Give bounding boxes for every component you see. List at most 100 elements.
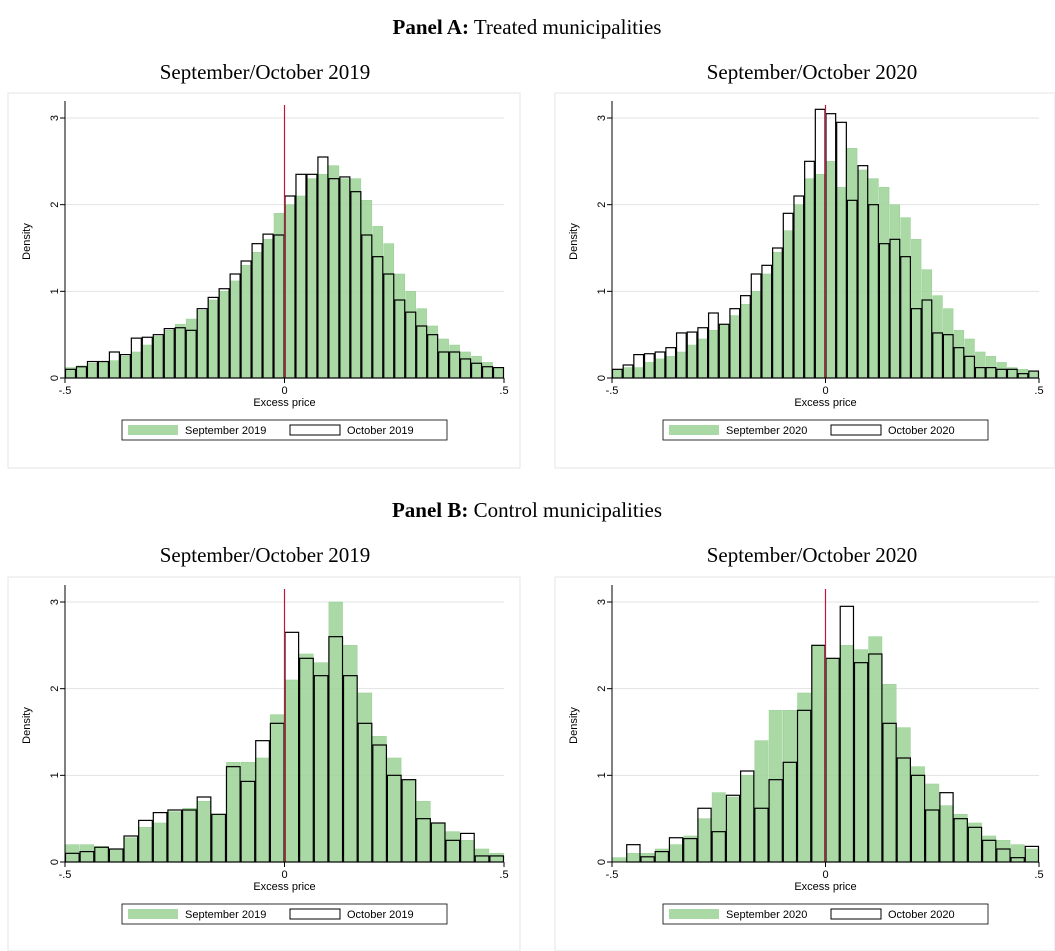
- histogram-bar: [229, 280, 241, 379]
- histogram-bar: [328, 165, 340, 379]
- histogram-bar: [868, 636, 883, 863]
- legend-box: [662, 903, 989, 925]
- histogram-bar: [964, 338, 975, 379]
- histogram-bar: [482, 362, 493, 379]
- histogram-bar: [211, 814, 226, 863]
- y-tick-label: 1: [596, 288, 608, 294]
- histogram-bar: [612, 369, 623, 379]
- histogram-bar: [896, 727, 911, 863]
- panel-heading: Panel B: Control municipalities: [392, 498, 662, 522]
- histogram-bar: [633, 367, 644, 379]
- legend-swatch: [669, 909, 719, 919]
- histogram-bar: [394, 273, 406, 379]
- histogram-bar: [1010, 844, 1025, 863]
- histogram-bar: [825, 658, 840, 863]
- chart-title: September/October 2019: [160, 543, 371, 567]
- histogram-bar: [313, 662, 329, 863]
- histogram-bar: [284, 679, 299, 863]
- histogram-bar: [975, 351, 986, 379]
- histogram-bar: [182, 807, 197, 863]
- y-tick-label: 2: [596, 686, 608, 692]
- histogram-bar: [729, 315, 740, 379]
- chart-title: September/October 2020: [707, 543, 918, 567]
- chart-frame: [7, 92, 521, 469]
- y-tick-label: 3: [596, 115, 608, 121]
- legend-box: [121, 903, 448, 925]
- histogram-bar: [339, 178, 351, 379]
- legend-label: September 2020: [726, 909, 807, 921]
- x-axis-label: Excess price: [253, 397, 315, 409]
- y-axis-label: Density: [21, 223, 33, 260]
- y-axis-label: Density: [568, 707, 580, 744]
- legend-swatch: [289, 424, 341, 436]
- histogram-bar: [438, 338, 449, 379]
- histogram-bar: [836, 187, 847, 379]
- histogram-bar: [911, 766, 925, 863]
- histogram-bar: [726, 796, 740, 863]
- histogram-bar: [262, 239, 274, 379]
- histogram-bar: [460, 840, 475, 863]
- legend-label: September 2019: [185, 425, 266, 437]
- histogram-bar: [328, 601, 343, 863]
- chart: September/October 2019 0 1 2 3 -.5 0 .5 Excess p…: [7, 60, 521, 469]
- chart-title: September/October 2019: [160, 60, 371, 84]
- histogram-bar: [401, 779, 416, 863]
- legend-swatch: [830, 424, 882, 436]
- y-tick-label: 1: [49, 288, 61, 294]
- histogram-bar: [270, 714, 285, 863]
- legend-label: October 2019: [347, 425, 414, 437]
- x-tick-label: .5: [499, 385, 508, 397]
- histogram-bar: [98, 361, 109, 379]
- y-tick-label: 1: [596, 772, 608, 778]
- legend-label: September 2019: [185, 909, 266, 921]
- legend-box: [121, 419, 448, 441]
- histogram-bar: [782, 230, 794, 379]
- histogram-bar: [273, 213, 285, 379]
- histogram-bar: [87, 362, 98, 379]
- legend-label: September 2020: [726, 425, 807, 437]
- histogram-bar: [943, 308, 954, 379]
- histogram-bar: [383, 243, 395, 379]
- histogram-bar: [953, 330, 965, 379]
- histogram-bar: [953, 814, 968, 863]
- y-tick-label: 0: [596, 859, 608, 865]
- histogram-bar: [740, 775, 755, 863]
- histogram-bar: [153, 822, 168, 863]
- histogram-bar: [416, 801, 431, 863]
- histogram-bar: [416, 308, 427, 379]
- histogram-bar: [372, 226, 384, 379]
- histogram-bar: [489, 853, 504, 863]
- histogram-bar: [207, 299, 219, 379]
- histogram-bar: [879, 187, 890, 379]
- legend-label: October 2019: [347, 909, 414, 921]
- histogram-bar: [357, 692, 373, 863]
- histogram-bar: [847, 148, 858, 379]
- histogram-bar: [299, 653, 314, 863]
- histogram-bar: [361, 200, 373, 379]
- y-tick-label: 3: [596, 599, 608, 605]
- histogram-bar: [718, 323, 730, 379]
- histogram-bar: [427, 325, 438, 379]
- histogram-bar: [825, 161, 836, 379]
- histogram-bar: [240, 265, 252, 379]
- histogram-bar: [255, 757, 270, 863]
- histogram-bar: [854, 649, 868, 863]
- legend-swatch: [289, 908, 341, 920]
- x-tick-label: 0: [281, 385, 287, 397]
- histogram-bar: [431, 822, 446, 863]
- legend-swatch: [830, 908, 882, 920]
- histogram-bar: [405, 291, 417, 379]
- histogram-bar: [686, 344, 698, 379]
- panel-heading: Panel A: Treated municipalities: [393, 15, 662, 39]
- legend-swatch: [128, 425, 178, 435]
- legend-swatch: [128, 909, 178, 919]
- histogram-bar: [372, 736, 387, 863]
- histogram-bar: [740, 304, 751, 379]
- histogram-bar: [711, 792, 726, 863]
- histogram-bar: [797, 692, 812, 863]
- histogram-bar: [932, 295, 943, 379]
- histogram-bar: [793, 204, 804, 379]
- x-tick-label: .5: [1034, 869, 1043, 881]
- histogram-bar: [882, 684, 897, 863]
- histogram-bar: [76, 365, 87, 379]
